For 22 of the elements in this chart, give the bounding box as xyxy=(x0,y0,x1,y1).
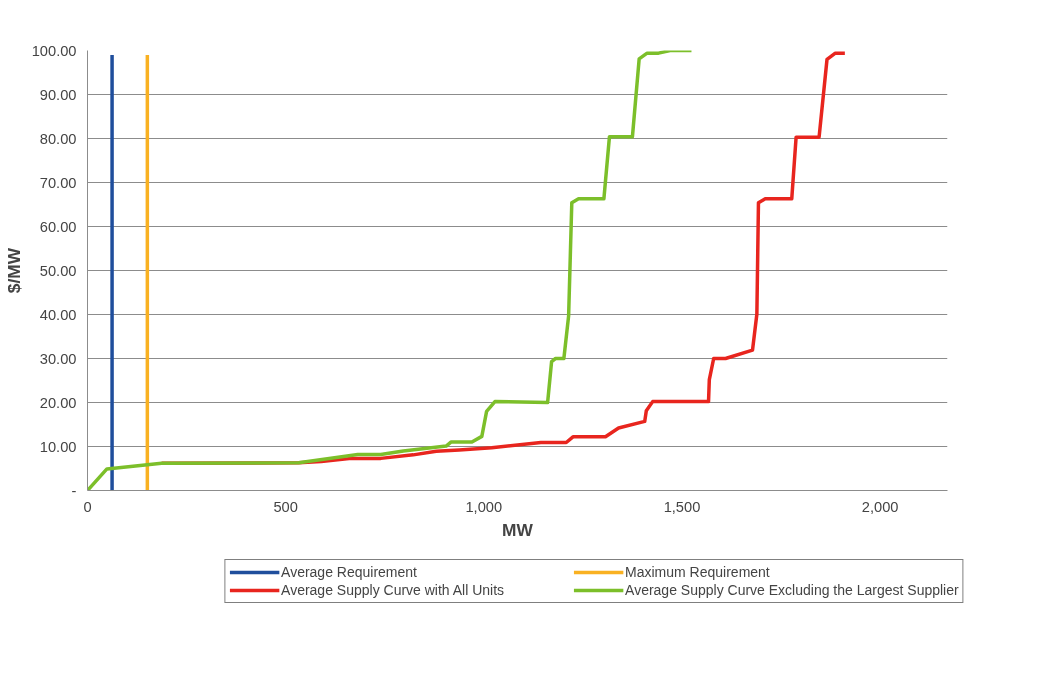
y-tick-label: 90.00 xyxy=(39,86,77,103)
legend-label: Average Requirement xyxy=(281,564,418,580)
legend-label: Average Supply Curve with All Units xyxy=(281,582,506,598)
x-tick-label: 500 xyxy=(273,498,298,515)
legend-label: Maximum Requirement xyxy=(625,564,771,580)
y-tick-label: 60.00 xyxy=(39,218,77,235)
x-axis-title: MW xyxy=(502,519,534,540)
y-axis-title: $/MW xyxy=(3,247,24,294)
y-tick-label: 30.00 xyxy=(39,350,77,367)
y-tick-label: 70.00 xyxy=(39,174,77,191)
legend-label: Average Supply Curve Excluding the Largest Supplier xyxy=(625,582,959,598)
y-tick-label: - xyxy=(71,482,77,499)
x-tick-label: 1,500 xyxy=(663,498,701,515)
x-tick-label: 1,000 xyxy=(465,498,503,515)
y-tick-label: 40.00 xyxy=(39,306,77,323)
x-tick-label: 2,000 xyxy=(861,498,899,515)
y-tick-label: 80.00 xyxy=(39,130,77,147)
y-tick-label: 50.00 xyxy=(39,262,77,279)
y-tick-label: 10.00 xyxy=(39,438,77,455)
y-tick-label: 20.00 xyxy=(39,394,77,411)
x-tick-label: 0 xyxy=(83,498,92,515)
y-tick-label: 100.00 xyxy=(31,42,77,59)
